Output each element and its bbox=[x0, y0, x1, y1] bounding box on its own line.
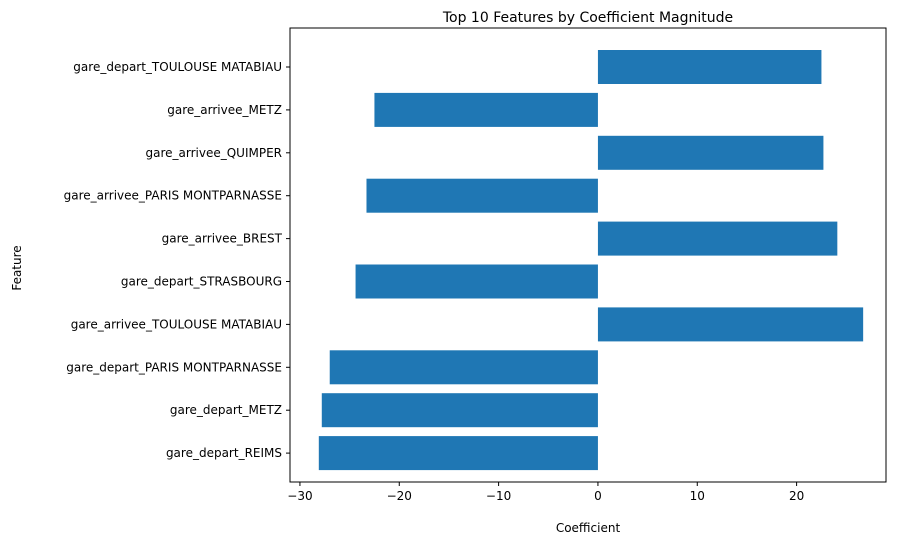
x-axis-label: Coefficient bbox=[556, 521, 621, 535]
bar-7 bbox=[329, 350, 598, 385]
y-axis-ticks: gare_depart_TOULOUSE MATABIAU gare_arrive… bbox=[64, 60, 290, 460]
y-tick-label: gare_depart_STRASBOURG bbox=[121, 275, 282, 289]
y-axis-label: Feature bbox=[10, 245, 24, 290]
x-tick-label: −30 bbox=[287, 489, 312, 503]
y-tick-label: gare_depart_REIMS bbox=[166, 446, 282, 460]
x-tick-label: 20 bbox=[789, 489, 804, 503]
y-tick-label: gare_depart_TOULOUSE MATABIAU bbox=[73, 60, 282, 74]
bar-2 bbox=[597, 135, 824, 170]
bar-3 bbox=[366, 178, 598, 213]
y-tick-label: gare_depart_METZ bbox=[170, 403, 282, 417]
y-tick-label: gare_arrivee_TOULOUSE MATABIAU bbox=[71, 317, 282, 331]
bar-8 bbox=[321, 393, 598, 428]
x-axis-ticks: −30 −20 −10 0 10 20 bbox=[287, 482, 804, 503]
x-tick-label: −10 bbox=[486, 489, 511, 503]
x-tick-label: 0 bbox=[594, 489, 602, 503]
x-tick-label: −20 bbox=[387, 489, 412, 503]
chart-title: Top 10 Features by Coefficient Magnitude bbox=[442, 10, 733, 26]
y-tick-label: gare_depart_PARIS MONTPARNASSE bbox=[66, 360, 282, 374]
y-tick-label: gare_arrivee_METZ bbox=[167, 103, 282, 117]
bar-4 bbox=[597, 221, 838, 256]
y-tick-label: gare_arrivee_BREST bbox=[162, 232, 283, 246]
bar-9 bbox=[318, 436, 598, 471]
y-tick-label: gare_arrivee_PARIS MONTPARNASSE bbox=[64, 189, 282, 203]
y-tick-label: gare_arrivee_QUIMPER bbox=[145, 146, 282, 160]
plot-frame bbox=[289, 27, 887, 483]
bars-group bbox=[318, 50, 864, 471]
x-tick-label: 10 bbox=[690, 489, 705, 503]
bar-1 bbox=[374, 92, 598, 127]
bar-6 bbox=[597, 307, 864, 342]
bar-5 bbox=[355, 264, 598, 299]
bar-0 bbox=[597, 50, 822, 84]
